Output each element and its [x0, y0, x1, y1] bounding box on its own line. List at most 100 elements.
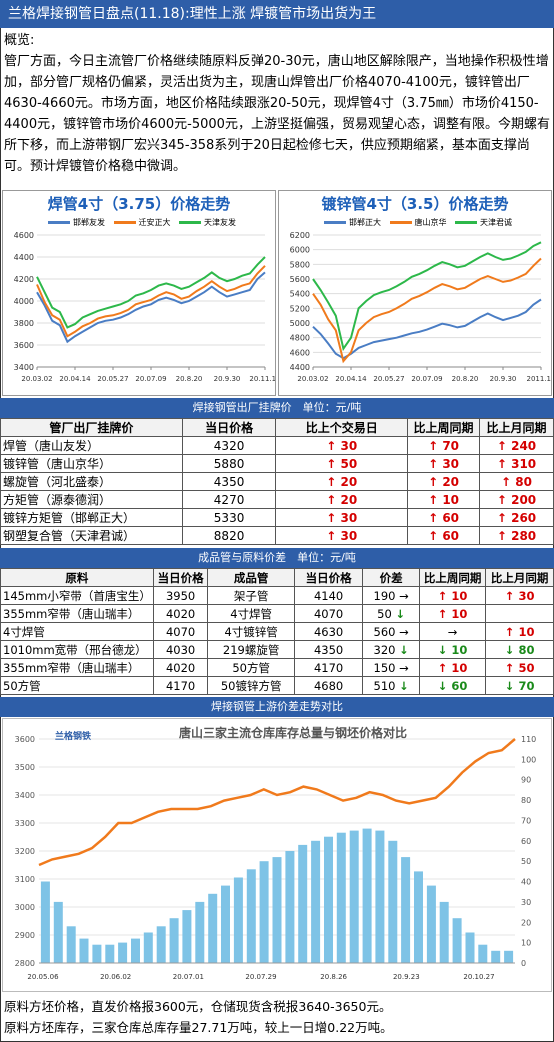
- change-cell: ↓ 60: [418, 676, 487, 695]
- table-row: 钢塑复合管（天津君诚） 8820 ↑ 30 ↑ 60 ↑ 280: [0, 526, 554, 545]
- table-row: 355mm窄带（唐山瑞丰） 4020 4寸焊管 4070 50 ↓ ↑ 10: [0, 604, 554, 623]
- inventory-bar: [452, 918, 462, 963]
- spread-cell: 50 ↓: [362, 604, 420, 623]
- price-cell: 4320: [181, 436, 277, 455]
- raw-price: 3950: [152, 586, 209, 605]
- x-tick-label: 20.07.01: [173, 973, 204, 981]
- arrow-up-icon: ↑: [326, 492, 337, 507]
- spread-cell: 560 →: [362, 622, 420, 641]
- raw-material: 1010mm宽带（邢台德龙）: [0, 640, 154, 659]
- inventory-bar: [156, 926, 166, 963]
- inventory-bar: [324, 836, 333, 963]
- change-cell: ↑ 50: [485, 658, 554, 677]
- inventory-bar: [349, 830, 359, 963]
- price-cell: 4270: [181, 490, 277, 509]
- change-value: 50: [336, 456, 358, 471]
- x-tick-label: 20.07.29: [245, 973, 276, 981]
- table-header-row: 管厂出厂挂牌价 当日价格 比上个交易日 比上周同期 比上月同期: [0, 418, 554, 437]
- change-cell: ↑ 200: [479, 490, 554, 509]
- arrow-up-icon: ↑: [504, 660, 515, 675]
- y-right-tick-label: 110: [521, 735, 536, 744]
- table-row: 焊管（唐山友发） 4320 ↑ 30 ↑ 70 ↑ 240: [0, 436, 554, 455]
- y-tick-label: 3400: [14, 363, 34, 372]
- inventory-chart: 2800 2900 3000 3100 3200 3300 3400 3500 3600 0 10 2…: [2, 718, 552, 992]
- footer-line: 原料方坯价格，直发价格报3600元，仓储现货含税报3640-3650元。: [4, 999, 392, 1014]
- inventory-bar: [465, 932, 475, 963]
- change-cell: ↑ 10: [418, 604, 487, 623]
- spread-cell: 510 ↓: [362, 676, 420, 695]
- change-value: 280: [506, 528, 537, 543]
- arrow-down-icon: ↓: [399, 678, 409, 693]
- y-right-tick-label: 0: [521, 959, 526, 968]
- raw-material: 355mm窄带（唐山瑞丰）: [0, 658, 154, 677]
- price-cell: 5880: [181, 454, 277, 473]
- y-tick-label: 3800: [14, 319, 34, 328]
- y-right-tick-label: 40: [521, 878, 531, 887]
- inventory-bar: [246, 869, 256, 963]
- line-chart-svg: 3400 3600 3800 4000 4200 4400 4600 20.03.02 20.0…: [14, 231, 281, 383]
- spread-cell: 320 ↓: [362, 640, 420, 659]
- series-line: [36, 265, 266, 338]
- arrow-right-icon: →: [399, 660, 409, 675]
- x-tick-label: 20.07.09: [411, 375, 442, 383]
- change-cell: ↑ 260: [479, 508, 554, 527]
- table-header: 当日价格: [181, 418, 277, 437]
- table-header-row: 原料 当日价格 成品管 当日价格 价差 比上周同期 比上月同期: [0, 568, 554, 587]
- change-value: 240: [506, 438, 537, 453]
- inventory-bar: [208, 893, 218, 963]
- x-tick-label: 20.05.06: [27, 973, 59, 981]
- raw-material: 145mm小窄带（首唐宝生）: [0, 586, 154, 605]
- inventory-bar: [118, 942, 128, 963]
- change-cell: ↑ 240: [479, 436, 554, 455]
- product-name: 镀锌管（唐山京华）: [0, 454, 183, 473]
- y-tick-label: 5000: [290, 319, 310, 328]
- change-value: 80: [511, 474, 532, 489]
- raw-price: 4030: [152, 640, 209, 659]
- inventory-bar: [233, 877, 243, 963]
- legend-label: 天津君诚: [480, 218, 513, 227]
- change-value: 30: [514, 588, 535, 603]
- change-value: 20: [438, 474, 460, 489]
- table-header: 管厂出厂挂牌价: [0, 418, 183, 437]
- arrow-up-icon: ↑: [496, 510, 507, 525]
- x-tick-label: 20.10.27: [463, 973, 494, 981]
- change-value: 30: [336, 510, 358, 525]
- y-left-tick-label: 3600: [15, 735, 35, 744]
- product-price: 4070: [293, 604, 364, 623]
- change-value: 60: [438, 528, 460, 543]
- change-cell: ↑ 310: [479, 454, 554, 473]
- y-left-tick-label: 3300: [15, 819, 35, 828]
- product-name: 焊管（唐山友发）: [0, 436, 183, 455]
- y-right-tick-label: 10: [521, 939, 531, 948]
- x-tick-label: 20.03.02: [297, 375, 328, 383]
- raw-material: 355mm窄带（唐山瑞丰）: [0, 604, 154, 623]
- y-tick-label: 4400: [14, 253, 34, 262]
- change-value: 60: [438, 510, 460, 525]
- change-cell: ↑ 10: [418, 658, 487, 677]
- product-name: 方矩管（源泰德润）: [0, 490, 183, 509]
- change-value: 30: [336, 438, 358, 453]
- change-value: 60: [447, 678, 468, 693]
- change-cell: ↑ 10: [485, 622, 554, 641]
- table-row: 镀锌管（唐山京华） 5880 ↑ 50 ↑ 30 ↑ 310: [0, 454, 554, 473]
- table-header: 成品管: [207, 568, 295, 587]
- inventory-bar: [439, 901, 449, 963]
- arrow-up-icon: ↑: [501, 474, 512, 489]
- change-value: 70: [438, 438, 460, 453]
- x-tick-label: 20.05.27: [97, 375, 128, 383]
- y-tick-label: 6000: [290, 246, 310, 255]
- y-tick-label: 4400: [290, 363, 310, 372]
- change-cell: ↑ 20: [275, 472, 409, 491]
- section-factory-title: 焊接钢管出厂挂牌价 单位：元/吨: [0, 398, 554, 418]
- y-left-tick-label: 2800: [15, 959, 35, 968]
- table-header: 比上周同期: [418, 568, 487, 587]
- inventory-bar: [92, 944, 102, 963]
- chart-weld-pipe: 焊管4寸（3.75）价格走势 邯郸友发 迁安正大 天津友发 3400 3600 38…: [2, 190, 281, 396]
- arrow-up-icon: ↑: [437, 588, 448, 603]
- x-tick-label: 20.9.23: [393, 973, 420, 981]
- legend-swatch: [113, 221, 136, 224]
- change-cell: ↑ 70: [407, 436, 481, 455]
- arrow-down-icon: ↓: [399, 642, 409, 657]
- y-right-tick-label: 50: [521, 857, 531, 866]
- x-tick-label: 20.04.14: [335, 375, 367, 383]
